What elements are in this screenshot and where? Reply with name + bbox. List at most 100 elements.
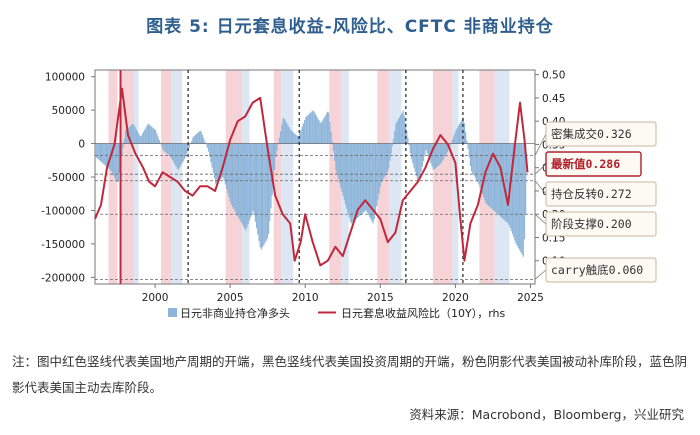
position-bar (431, 143, 433, 167)
position-bar (215, 143, 217, 184)
position-bar (397, 119, 399, 144)
position-bar (204, 141, 206, 144)
position-bar (400, 114, 402, 144)
position-bar (378, 143, 380, 194)
position-bar (394, 130, 396, 144)
position-bar (319, 122, 321, 144)
position-bar (317, 118, 319, 144)
position-bar (364, 143, 366, 212)
position-bar (362, 143, 365, 213)
shade-pink (432, 70, 453, 284)
position-bar (465, 131, 467, 144)
position-bar (515, 143, 517, 244)
position-bar (371, 143, 373, 222)
position-bar (199, 130, 201, 144)
position-bar (240, 143, 242, 222)
position-bar (97, 143, 99, 160)
ratio-line (94, 87, 529, 267)
position-bar (412, 143, 414, 164)
position-bar (149, 124, 151, 144)
position-bar (332, 143, 335, 152)
position-bar (373, 143, 375, 219)
position-bar (326, 111, 329, 144)
position-bar (313, 111, 315, 144)
position-bar (389, 143, 391, 161)
position-bar (283, 118, 285, 144)
position-bar (311, 111, 313, 144)
position-bar (498, 143, 500, 216)
position-bar (261, 143, 264, 248)
position-bar (444, 143, 446, 157)
position-bar (410, 143, 413, 160)
position-bar (153, 129, 156, 144)
callout-label: 最新值0.286 (551, 157, 620, 171)
position-bar (463, 123, 466, 144)
position-bar (137, 131, 139, 144)
position-bar (479, 143, 481, 188)
position-bar (480, 143, 482, 191)
position-bar (103, 143, 105, 165)
left-tick-label: -200000 (41, 272, 85, 284)
position-bar (513, 143, 515, 238)
position-bar (415, 143, 417, 177)
position-bar (155, 130, 157, 144)
position-bar (213, 143, 216, 179)
position-bar (306, 115, 308, 144)
position-bar (156, 133, 158, 144)
position-bar (251, 143, 253, 215)
position-bar (221, 143, 223, 179)
position-bar (286, 122, 288, 144)
callout-leader (534, 133, 547, 156)
position-bar (253, 143, 255, 216)
position-bar (289, 129, 291, 144)
position-bar (183, 143, 186, 160)
chart-note: 注：图中红色竖线代表美国地产周期的开端，黑色竖线代表美国投资周期的开端，粉色阴影… (12, 354, 688, 395)
position-bar (212, 143, 214, 173)
position-bar (416, 143, 419, 181)
position-bar (194, 135, 196, 144)
position-bar (511, 143, 514, 235)
position-bar (409, 143, 411, 154)
position-bar (360, 143, 362, 215)
data-source: 资料来源：Macrobond，Bloomberg，兴业研究 (409, 407, 684, 422)
position-bar (144, 129, 146, 144)
position-bar (245, 143, 247, 231)
position-bar (295, 135, 297, 144)
position-bar (203, 138, 205, 144)
position-bar (162, 143, 164, 150)
position-bar (177, 143, 180, 170)
position-bar (368, 143, 371, 217)
position-bar (434, 143, 437, 169)
position-bar (150, 125, 152, 144)
position-bar (301, 126, 303, 144)
position-bar (293, 132, 295, 144)
position-bar (336, 143, 338, 175)
position-bar (456, 128, 458, 144)
position-bar (197, 132, 199, 144)
position-bar (237, 143, 240, 218)
position-bar (437, 143, 439, 167)
position-bar (185, 143, 187, 157)
position-bar (114, 143, 116, 178)
position-bar (175, 143, 177, 167)
position-bar (278, 137, 281, 144)
position-bar (460, 121, 462, 144)
position-bar (483, 143, 485, 198)
position-bar (408, 143, 410, 146)
position-bar (432, 143, 434, 170)
position-bar (427, 143, 429, 157)
position-bar (472, 143, 474, 174)
position-bar (358, 143, 360, 217)
x-tick-label: 2000 (142, 292, 169, 304)
position-bar (323, 118, 325, 144)
position-bar (475, 143, 478, 180)
position-bar (314, 113, 317, 144)
position-bar (334, 143, 336, 161)
callout-leader (534, 180, 547, 195)
shade-pink (161, 70, 172, 284)
position-bar (181, 143, 183, 164)
position-bar (131, 124, 133, 144)
position-bar (413, 143, 415, 168)
threshold-lines (95, 155, 535, 280)
position-bar (521, 143, 523, 255)
